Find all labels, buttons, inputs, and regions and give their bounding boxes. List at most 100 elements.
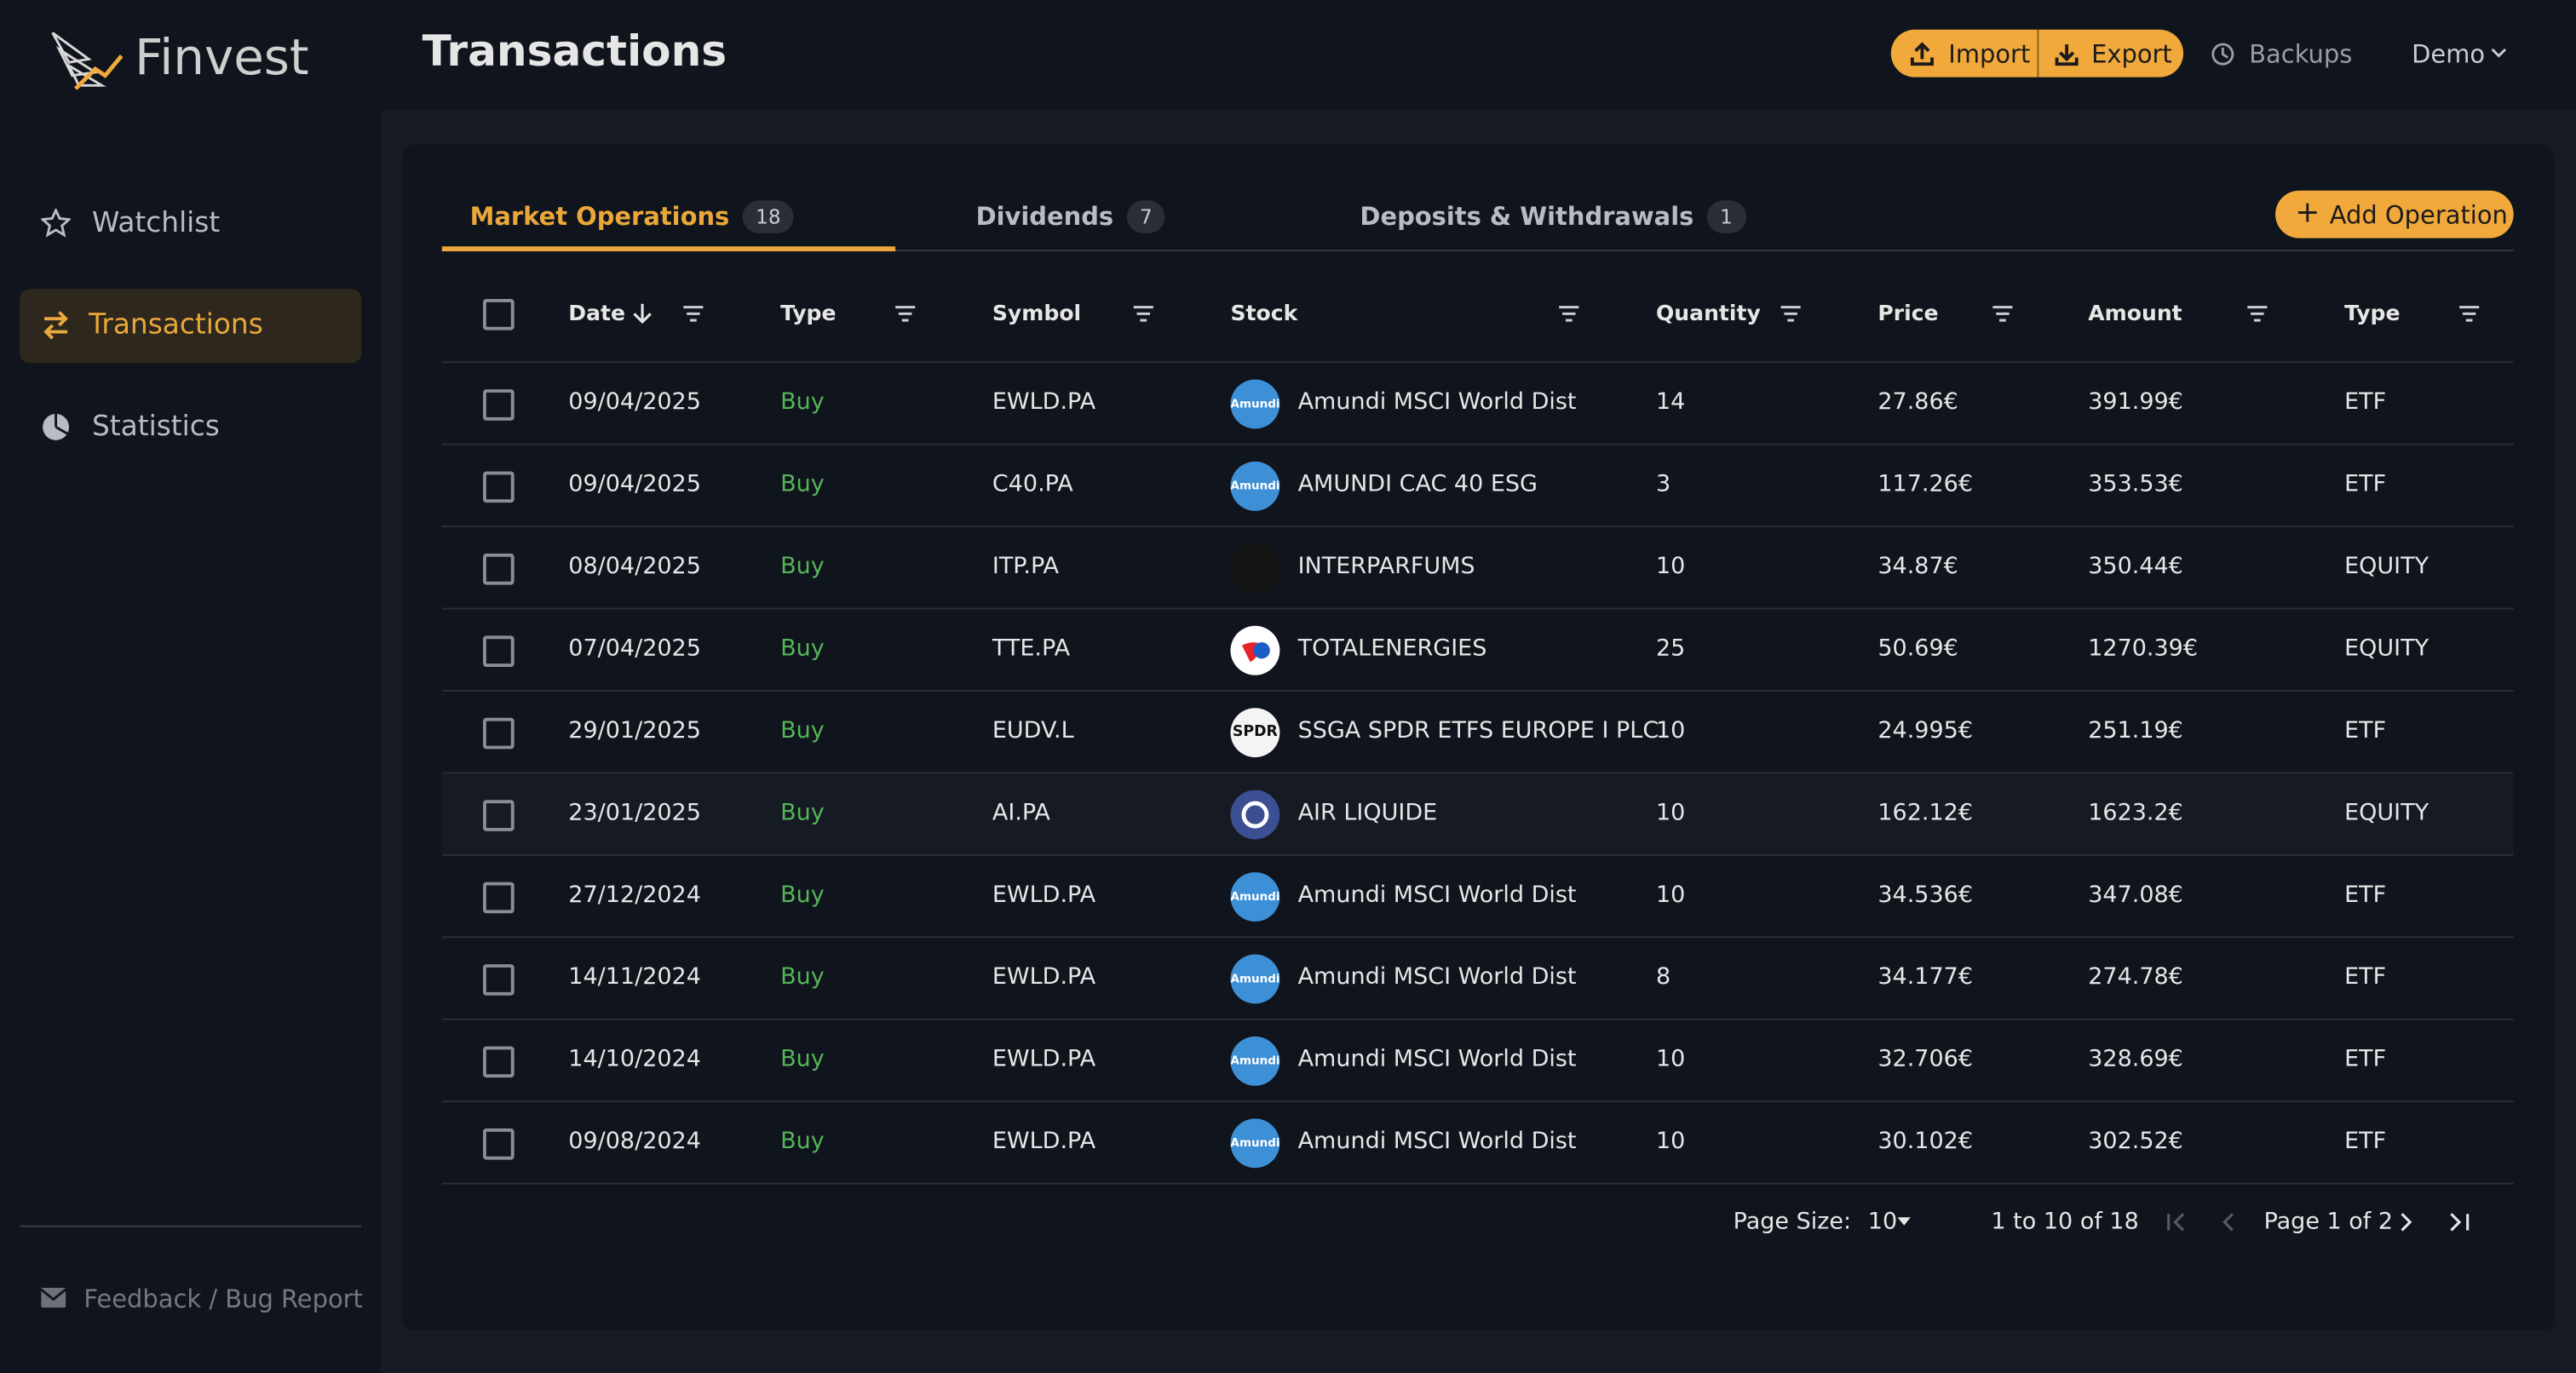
user-menu[interactable]: Demo bbox=[2412, 39, 2486, 69]
header-line bbox=[441, 361, 2514, 364]
add-operation-label: Add Operation bbox=[2329, 200, 2508, 230]
checkbox[interactable] bbox=[482, 1046, 515, 1078]
cell-quantity: 10 bbox=[1655, 1046, 1686, 1073]
filter-icon bbox=[1992, 306, 2013, 322]
cell-symbol: ITP.PA bbox=[992, 553, 1060, 580]
cell-symbol: EWLD.PA bbox=[992, 1128, 1096, 1155]
checkbox[interactable] bbox=[482, 882, 515, 914]
stock-logo bbox=[1230, 790, 1280, 840]
backup-icon bbox=[2211, 43, 2234, 66]
checkbox[interactable] bbox=[482, 635, 515, 667]
cell-quantity: 10 bbox=[1655, 553, 1686, 580]
pager-icons bbox=[2167, 1213, 2470, 1232]
column-header[interactable]: Stock bbox=[1230, 302, 1298, 327]
nav-item[interactable]: Watchlist bbox=[91, 206, 221, 240]
nav-icon bbox=[43, 311, 68, 340]
column-header[interactable]: Date bbox=[568, 302, 626, 327]
row-line bbox=[441, 443, 2514, 445]
checkbox[interactable] bbox=[482, 553, 515, 585]
checkbox[interactable] bbox=[482, 471, 515, 503]
cell-price: 30.102€ bbox=[1877, 1128, 1974, 1155]
cell-quantity: 10 bbox=[1655, 717, 1686, 744]
checkbox[interactable] bbox=[482, 717, 515, 750]
cell-stock: AIR LIQUIDE bbox=[1297, 800, 1438, 827]
column-header[interactable]: Symbol bbox=[992, 302, 1082, 327]
cell-assetType: EQUITY bbox=[2344, 553, 2429, 580]
cell-symbol: EWLD.PA bbox=[992, 389, 1096, 416]
cell-date: 14/10/2024 bbox=[568, 1046, 701, 1073]
row-line bbox=[441, 607, 2514, 610]
checkbox[interactable] bbox=[482, 1128, 515, 1160]
cell-amount: 302.52€ bbox=[2088, 1128, 2183, 1155]
logo-art bbox=[1241, 642, 1270, 663]
row-line bbox=[441, 1182, 2514, 1185]
filter-icon bbox=[1559, 306, 1579, 322]
page-size[interactable]: 10 bbox=[1867, 1209, 1898, 1236]
cell-type: Buy bbox=[780, 635, 825, 663]
stock-logo: Amundi bbox=[1230, 1118, 1280, 1169]
cell-stock: Amundi MSCI World Dist bbox=[1297, 964, 1577, 991]
cell-quantity: 10 bbox=[1655, 882, 1686, 909]
tab[interactable]: Dividends bbox=[975, 202, 1114, 232]
cell-symbol: EWLD.PA bbox=[992, 964, 1096, 991]
cell-type: Buy bbox=[780, 471, 825, 498]
cell-assetType: ETF bbox=[2344, 389, 2387, 416]
tab-count: 7 bbox=[1126, 200, 1166, 233]
tab-line bbox=[441, 250, 2514, 252]
row-line bbox=[441, 689, 2514, 692]
add-operation-button[interactable] bbox=[2275, 190, 2514, 238]
filter-icon bbox=[1780, 306, 1801, 322]
cell-price: 162.12€ bbox=[1877, 800, 1974, 827]
tab-count: 1 bbox=[1706, 200, 1746, 233]
page-range: 1 to 10 of 18 bbox=[1991, 1209, 2139, 1236]
cell-amount: 274.78€ bbox=[2088, 964, 2183, 991]
cell-stock: AMUNDI CAC 40 ESG bbox=[1297, 471, 1538, 498]
row-line bbox=[441, 853, 2514, 856]
cell-quantity: 10 bbox=[1655, 800, 1686, 827]
nav-icon bbox=[41, 208, 71, 238]
backups-button[interactable]: Backups bbox=[2249, 39, 2353, 69]
nav-item[interactable]: Statistics bbox=[91, 411, 220, 444]
cell-type: Buy bbox=[780, 800, 825, 827]
cell-quantity: 8 bbox=[1655, 964, 1671, 991]
mail-icon bbox=[41, 1287, 67, 1308]
import-button[interactable]: Import bbox=[1948, 39, 2031, 69]
column-header[interactable]: Price bbox=[1877, 302, 1939, 327]
row-hover bbox=[441, 773, 2514, 854]
export-button[interactable]: Export bbox=[2091, 39, 2172, 69]
nav-active-bg bbox=[20, 289, 362, 364]
page-title: Transactions bbox=[422, 27, 727, 78]
checkbox[interactable] bbox=[482, 964, 515, 996]
row-line bbox=[441, 772, 2514, 774]
plus-icon: + bbox=[2295, 195, 2320, 230]
tab[interactable]: Market Operations bbox=[469, 202, 730, 232]
cell-price: 34.536€ bbox=[1877, 882, 1974, 909]
filter-icon bbox=[2247, 306, 2268, 322]
cell-stock: Amundi MSCI World Dist bbox=[1297, 1046, 1577, 1073]
checkbox[interactable] bbox=[482, 389, 515, 421]
cell-amount: 1623.2€ bbox=[2088, 800, 2183, 827]
column-header[interactable]: Amount bbox=[2088, 302, 2182, 327]
cell-assetType: ETF bbox=[2344, 882, 2387, 909]
tab[interactable]: Deposits & Withdrawals bbox=[1360, 202, 1694, 232]
row-line bbox=[441, 1018, 2514, 1020]
cell-stock: TOTALENERGIES bbox=[1297, 635, 1487, 663]
column-header[interactable]: Type bbox=[2344, 302, 2401, 327]
cell-price: 24.995€ bbox=[1877, 717, 1974, 744]
cell-price: 117.26€ bbox=[1877, 471, 1974, 498]
checkbox[interactable] bbox=[482, 800, 515, 831]
cell-amount: 328.69€ bbox=[2088, 1046, 2183, 1073]
column-header[interactable]: Quantity bbox=[1655, 302, 1761, 327]
checkbox[interactable] bbox=[482, 298, 515, 330]
cell-type: Buy bbox=[780, 1128, 825, 1155]
row-line bbox=[441, 936, 2514, 939]
nav-item[interactable]: Transactions bbox=[89, 308, 263, 342]
row-line bbox=[441, 1100, 2514, 1103]
cell-amount: 347.08€ bbox=[2088, 882, 2183, 909]
cell-type: Buy bbox=[780, 882, 825, 909]
cell-price: 34.177€ bbox=[1877, 964, 1974, 991]
column-header[interactable]: Type bbox=[780, 302, 837, 327]
feedback-link[interactable]: Feedback / Bug Report bbox=[83, 1284, 363, 1314]
cell-type: Buy bbox=[780, 553, 825, 580]
